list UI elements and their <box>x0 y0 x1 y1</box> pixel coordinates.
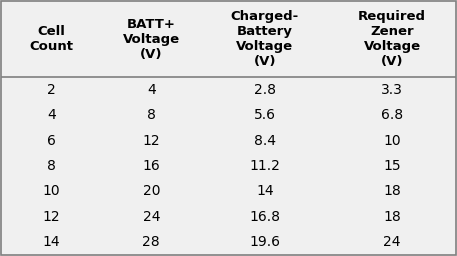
Text: 16: 16 <box>143 159 160 173</box>
Text: 20: 20 <box>143 184 160 198</box>
Text: 14: 14 <box>256 184 274 198</box>
Text: Charged-
Battery
Voltage
(V): Charged- Battery Voltage (V) <box>231 10 299 68</box>
Text: 24: 24 <box>143 210 160 224</box>
Text: 8: 8 <box>147 108 156 122</box>
Text: 6.8: 6.8 <box>381 108 403 122</box>
Text: 2: 2 <box>47 83 56 97</box>
Text: 11.2: 11.2 <box>250 159 280 173</box>
Text: 4: 4 <box>147 83 156 97</box>
Text: 8: 8 <box>47 159 56 173</box>
Text: 3.3: 3.3 <box>381 83 403 97</box>
Text: 8.4: 8.4 <box>254 134 276 148</box>
Text: 19.6: 19.6 <box>250 235 280 249</box>
Text: 5.6: 5.6 <box>254 108 276 122</box>
Text: 10: 10 <box>383 134 401 148</box>
Text: Required
Zener
Voltage
(V): Required Zener Voltage (V) <box>358 10 426 68</box>
Text: 12: 12 <box>43 210 60 224</box>
Text: BATT+
Voltage
(V): BATT+ Voltage (V) <box>123 18 180 61</box>
Text: 12: 12 <box>143 134 160 148</box>
Text: Cell
Count: Cell Count <box>29 25 74 53</box>
Text: 4: 4 <box>47 108 56 122</box>
Text: 15: 15 <box>383 159 401 173</box>
Text: 16.8: 16.8 <box>250 210 280 224</box>
Text: 18: 18 <box>383 184 401 198</box>
Text: 24: 24 <box>383 235 401 249</box>
Text: 28: 28 <box>143 235 160 249</box>
Text: 18: 18 <box>383 210 401 224</box>
Text: 6: 6 <box>47 134 56 148</box>
Text: 10: 10 <box>43 184 60 198</box>
Text: 2.8: 2.8 <box>254 83 276 97</box>
Text: 14: 14 <box>43 235 60 249</box>
